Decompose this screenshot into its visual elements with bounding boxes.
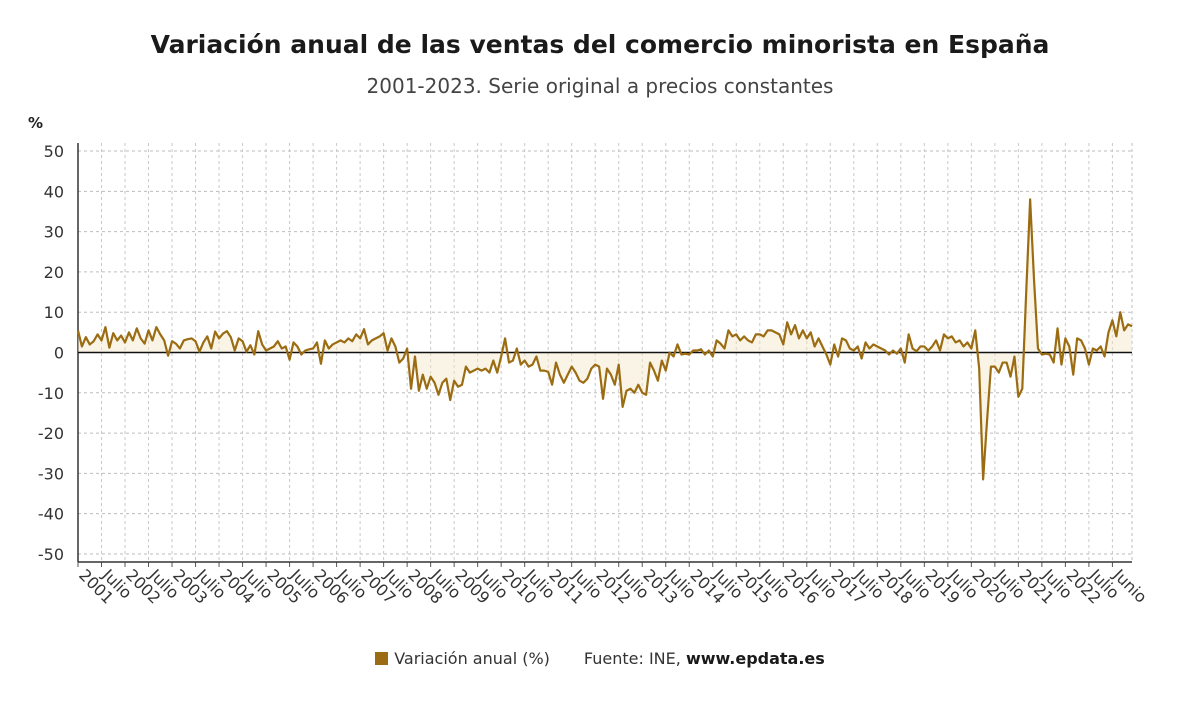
- y-tick-label: 50: [44, 142, 64, 161]
- chart-title: Variación anual de las ventas del comerc…: [150, 30, 1050, 59]
- y-tick-label: -50: [38, 545, 64, 564]
- y-tick-label: -30: [38, 464, 64, 483]
- y-tick-label: -20: [38, 424, 64, 443]
- y-tick-label: 20: [44, 263, 64, 282]
- legend: Variación anual (%) Fuente: INE, www.epda…: [0, 649, 1200, 668]
- y-axis-unit-label: %: [28, 114, 44, 132]
- y-tick-label: 30: [44, 223, 64, 242]
- y-tick-label: -40: [38, 505, 64, 524]
- source-site: www.epdata.es: [685, 649, 825, 668]
- legend-swatch: [375, 652, 389, 665]
- chart-subtitle: 2001-2023. Serie original a precios cons…: [366, 74, 834, 98]
- y-tick-label: 40: [44, 182, 64, 201]
- y-tick-label: -10: [38, 384, 64, 403]
- series-line-variacion-anual: [76, 198, 1133, 481]
- y-tick-label: 0: [54, 344, 64, 363]
- y-tick-label: 10: [44, 303, 64, 322]
- legend-series-label: Variación anual (%): [394, 649, 550, 668]
- source-prefix: Fuente: INE,: [583, 649, 681, 668]
